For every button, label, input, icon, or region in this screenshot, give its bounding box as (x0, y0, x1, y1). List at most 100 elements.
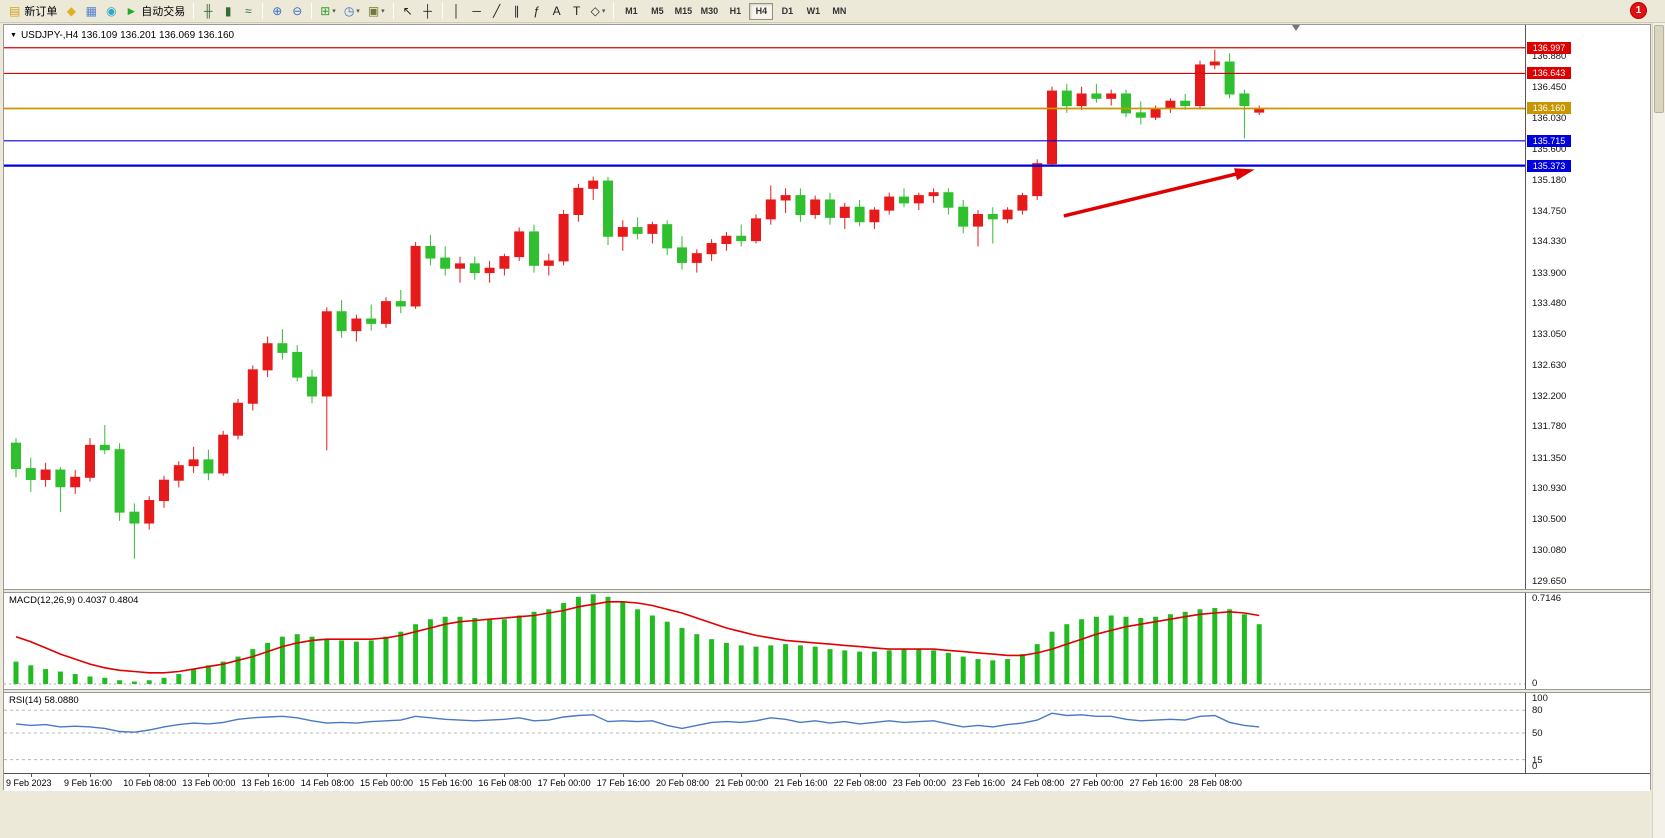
data-window-button[interactable]: ▦ (81, 2, 101, 21)
chart-shift-marker[interactable] (1292, 25, 1300, 31)
timeframe-m5-button[interactable]: M5 (651, 6, 664, 16)
cursor-button[interactable]: ↖ (398, 2, 418, 21)
time-axis-label: 27 Feb 16:00 (1129, 778, 1183, 788)
text-label-button[interactable]: T (567, 2, 587, 21)
autotrading-button[interactable]: ► 自动交易 (121, 2, 189, 21)
macd-histogram (13, 594, 1262, 684)
horizontal-line-icon: ─ (472, 4, 481, 18)
candle-body (99, 444, 110, 451)
crosshair-button[interactable]: ┼ (418, 2, 438, 21)
candle-body (1076, 93, 1087, 107)
new-order-button[interactable]: ▤ 新订单 (5, 2, 61, 21)
time-axis-tick (267, 774, 269, 777)
vertical-line-button[interactable]: │ (447, 2, 467, 21)
right-scrollbar[interactable] (1652, 23, 1665, 838)
candle-body (247, 369, 258, 404)
metaeditor-button[interactable]: ◆ (61, 2, 81, 21)
candle-body (751, 218, 761, 242)
metaeditor-icon: ◆ (66, 4, 76, 18)
bar-chart-button[interactable]: ╫ (198, 2, 218, 21)
toolbar-separator (392, 3, 394, 19)
candle-body (351, 318, 362, 332)
text-label-icon: T (573, 4, 581, 18)
zoom-out-button[interactable]: ⊖ (287, 2, 307, 21)
candle-body (973, 213, 983, 227)
candle-body (603, 180, 613, 237)
candle-body (1002, 209, 1013, 220)
candle-body (780, 195, 791, 201)
profiles-button-dropdown-icon[interactable]: ▾ (356, 8, 360, 15)
time-axis-label: 27 Feb 00:00 (1070, 778, 1124, 788)
shapes-button-dropdown-icon[interactable]: ▾ (601, 8, 606, 15)
horizontal-line-button[interactable]: ─ (467, 2, 487, 21)
toolbar-separator (441, 3, 443, 19)
time-axis-tick (741, 774, 743, 777)
fibonacci-icon: ƒ (533, 4, 541, 18)
timeframe-m30-button[interactable]: M30 (700, 6, 719, 16)
chart-shot-button-dropdown-icon[interactable]: ▾ (381, 8, 385, 15)
candlestick-chart[interactable] (4, 25, 1525, 589)
toolbar-separator (613, 3, 615, 19)
navigator-button[interactable]: ◉ (101, 2, 121, 21)
line-chart-button[interactable]: ≈ (238, 2, 258, 21)
trend-arrow-annotation[interactable] (1063, 168, 1255, 218)
timeframe-m1-button[interactable]: M1 (625, 6, 638, 16)
profiles-button[interactable]: ◷ ▾ (340, 2, 364, 21)
time-axis-tick (1214, 774, 1216, 777)
main-chart-pane[interactable]: ▼ USDJPY-,H4 136.109 136.201 136.069 136… (4, 25, 1650, 589)
timeframe-h4-button[interactable]: H4 (749, 2, 774, 20)
time-axis-label: 9 Feb 2023 (6, 778, 52, 788)
candle-body (70, 476, 81, 488)
new-chart-button[interactable]: ⊞ ▾ (316, 2, 340, 21)
collapse-triangle-icon[interactable]: ▼ (10, 32, 17, 39)
candle-body (1165, 100, 1176, 109)
candle-body (677, 247, 687, 263)
candle-body (1032, 163, 1043, 197)
rsi-pane[interactable]: RSI(14) 58.0880 100 80 50 15 0 (4, 693, 1650, 773)
price-axis-label: 133.050 (1532, 329, 1567, 341)
time-axis-tick (30, 774, 32, 777)
price-axis-label: 132.200 (1532, 390, 1567, 402)
candle-body (218, 434, 229, 474)
candle-body (85, 444, 95, 478)
candlestick-chart-button[interactable]: ▮ (218, 2, 238, 21)
timeframe-h1-button[interactable]: H1 (729, 6, 742, 16)
time-axis-tick (622, 774, 624, 777)
candle-body (262, 343, 273, 371)
timeframe-mn-button[interactable]: MN (832, 6, 847, 16)
candle-body (514, 231, 525, 258)
timeframe-m15-button[interactable]: M15 (674, 6, 693, 16)
candle-body (899, 196, 909, 204)
time-axis-tick (563, 774, 565, 777)
candle-body (810, 199, 821, 215)
pane-separator-macd[interactable] (4, 589, 1650, 593)
candle-body (1091, 93, 1102, 99)
timeframe-w1-button[interactable]: W1 (806, 6, 821, 16)
macd-pane[interactable]: MACD(12,26,9) 0.4037 0.4804 0.7146 0 (4, 593, 1650, 689)
price-axis-label: 136.450 (1532, 82, 1567, 94)
vertical-line-icon: │ (452, 4, 461, 18)
price-axis[interactable]: 136.880 136.450 136.030 135.600 135.180 134.7… (1525, 25, 1650, 589)
candle-body (928, 192, 939, 197)
time-axis-label: 22 Feb 08:00 (833, 778, 887, 788)
candle-body (1195, 64, 1205, 107)
candle-body (825, 199, 835, 218)
pane-separator-rsi[interactable] (4, 689, 1650, 693)
text-button[interactable]: A (547, 2, 567, 21)
zoom-in-button[interactable]: ⊕ (267, 2, 287, 21)
chart-shot-button[interactable]: ▣ ▾ (364, 2, 389, 21)
new-chart-icon: ⊞ (320, 4, 331, 18)
time-axis-tick (918, 774, 920, 777)
new-chart-button-dropdown-icon[interactable]: ▾ (332, 8, 336, 15)
timeframe-d1-button[interactable]: D1 (781, 6, 794, 16)
channel-button[interactable]: ∥ (507, 2, 527, 21)
notification-badge[interactable]: 1 (1630, 2, 1647, 19)
price-axis-label: 133.900 (1532, 267, 1567, 279)
candle-body (573, 187, 584, 215)
shapes-button[interactable]: ◇ ▾ (587, 2, 610, 21)
time-axis-tick (682, 774, 683, 777)
time-axis[interactable]: 9 Feb 2023 9 Feb 16:00 10 Feb 08:00 13 Feb … (4, 773, 1650, 791)
scrollbar-thumb[interactable] (1654, 25, 1664, 113)
trendline-button[interactable]: ╱ (487, 2, 507, 21)
fibonacci-button[interactable]: ƒ (527, 2, 547, 21)
